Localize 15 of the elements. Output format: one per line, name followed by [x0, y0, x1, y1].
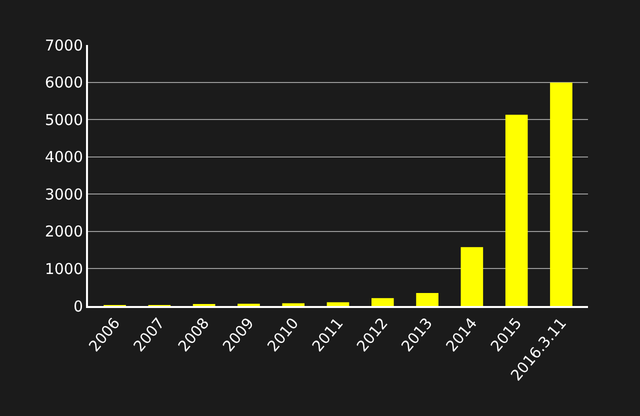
y-tick-label: 3000 — [44, 185, 83, 204]
bar — [460, 247, 484, 306]
bar — [416, 292, 438, 306]
y-tick-label: 4000 — [44, 148, 83, 166]
bar — [550, 82, 572, 306]
bar — [326, 302, 350, 306]
bar — [282, 303, 305, 306]
bar — [505, 114, 528, 306]
y-tick-label: 6000 — [44, 74, 83, 92]
y-tick-label: 0 — [73, 297, 83, 316]
bar — [371, 298, 394, 306]
y-tick-label: 5000 — [44, 110, 83, 129]
y-tick-label: 7000 — [44, 36, 83, 54]
y-tick-label: 2000 — [44, 222, 83, 241]
y-tick-label: 1000 — [44, 260, 83, 278]
